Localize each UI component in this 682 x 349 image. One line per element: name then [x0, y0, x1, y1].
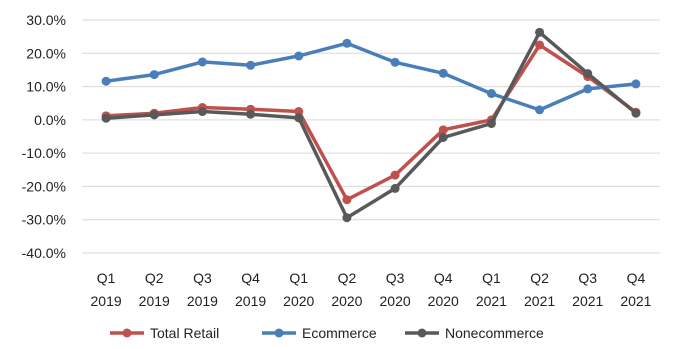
series-ecommerce [101, 38, 641, 115]
data-point-ecommerce [342, 38, 352, 48]
legend-swatch-marker [274, 328, 284, 338]
x-tick-label-quarter: Q1 [482, 270, 501, 286]
x-tick-label-quarter: Q4 [627, 270, 646, 286]
series-line-ecommerce [105, 41, 637, 112]
data-point-ecommerce [294, 51, 304, 61]
x-tick-label-year: 2021 [524, 293, 555, 309]
y-tick-label: 30.0% [26, 12, 66, 28]
x-axis-ticks: Q1 2019 Q2 2019 Q3 2019 Q4 2019 Q1 2020 Q2 2020 Q3 20… [91, 270, 652, 309]
x-tick-label-quarter: Q2 [530, 270, 549, 286]
x-tick-label-year: 2020 [283, 293, 314, 309]
legend-swatch-marker [122, 328, 132, 338]
x-tick-label-quarter: Q4 [434, 270, 453, 286]
data-point-nonecommerce [390, 183, 400, 193]
x-tick-label-year: 2021 [476, 293, 507, 309]
data-point-nonecommerce [342, 213, 352, 223]
y-tick-label: 20.0% [26, 45, 66, 61]
data-point-nonecommerce [294, 113, 304, 123]
series-lines [101, 27, 641, 223]
data-point-total-retail [342, 195, 352, 205]
x-tick-label-quarter: Q2 [145, 270, 164, 286]
legend: Total Retail Ecommerce Nonecommerce [110, 325, 544, 341]
legend-item-nonecommerce: Nonecommerce [405, 325, 544, 341]
data-point-nonecommerce [149, 110, 159, 120]
x-tick-label-quarter: Q3 [386, 270, 405, 286]
x-tick-label-year: 2020 [380, 293, 411, 309]
legend-label: Total Retail [150, 325, 219, 341]
x-tick-label-year: 2020 [428, 293, 459, 309]
legend-label: Nonecommerce [445, 325, 544, 341]
data-point-total-retail [535, 40, 545, 50]
x-tick-label-year: 2019 [187, 293, 218, 309]
x-tick-label-year: 2021 [572, 293, 603, 309]
data-point-ecommerce [197, 57, 207, 67]
data-point-nonecommerce [246, 109, 256, 119]
data-point-nonecommerce [535, 27, 545, 37]
data-point-ecommerce [631, 79, 641, 89]
data-point-nonecommerce [583, 69, 593, 79]
data-point-nonecommerce [631, 108, 641, 118]
series-line-nonecommerce [105, 30, 638, 220]
series-nonecommerce [101, 27, 641, 223]
data-point-nonecommerce [438, 132, 448, 142]
legend-swatch-marker [417, 328, 427, 338]
data-point-ecommerce [101, 76, 111, 86]
x-tick-label-quarter: Q3 [578, 270, 597, 286]
data-point-ecommerce [438, 68, 448, 78]
y-tick-label: 10.0% [26, 79, 66, 95]
data-point-total-retail [294, 107, 304, 117]
x-tick-label-quarter: Q3 [193, 270, 212, 286]
data-point-ecommerce [246, 60, 256, 70]
x-tick-label-quarter: Q1 [289, 270, 308, 286]
y-tick-label: -40.0% [22, 245, 66, 261]
data-point-nonecommerce [486, 119, 496, 129]
y-tick-label: 0.0% [34, 112, 66, 128]
data-point-ecommerce [486, 89, 496, 99]
x-tick-label-quarter: Q1 [97, 270, 116, 286]
x-tick-label-year: 2021 [620, 293, 651, 309]
data-point-ecommerce [390, 57, 400, 67]
y-tick-label: -20.0% [22, 178, 66, 194]
data-point-ecommerce [149, 70, 159, 80]
y-tick-label: -10.0% [22, 145, 66, 161]
y-axis-ticks: 30.0% 20.0% 10.0% 0.0% -10.0% -20.0% -30.0% -40… [22, 12, 66, 261]
data-point-nonecommerce [197, 107, 207, 117]
legend-label: Ecommerce [302, 325, 377, 341]
x-tick-label-year: 2019 [139, 293, 170, 309]
data-point-total-retail [390, 170, 400, 180]
x-tick-label-quarter: Q4 [241, 270, 260, 286]
data-point-total-retail [438, 125, 448, 135]
grid-lines [82, 19, 660, 254]
y-tick-label: -30.0% [22, 212, 66, 228]
x-tick-label-year: 2019 [235, 293, 266, 309]
data-point-ecommerce [583, 84, 593, 94]
legend-item-ecommerce: Ecommerce [262, 325, 377, 341]
data-point-ecommerce [535, 105, 545, 115]
legend-item-total-retail: Total Retail [110, 325, 219, 341]
x-tick-label-year: 2020 [331, 293, 362, 309]
series-line-total-retail [106, 43, 637, 202]
x-tick-label-quarter: Q2 [338, 270, 357, 286]
series-total-retail [101, 40, 641, 205]
data-point-nonecommerce [101, 113, 111, 123]
x-tick-label-year: 2019 [91, 293, 122, 309]
